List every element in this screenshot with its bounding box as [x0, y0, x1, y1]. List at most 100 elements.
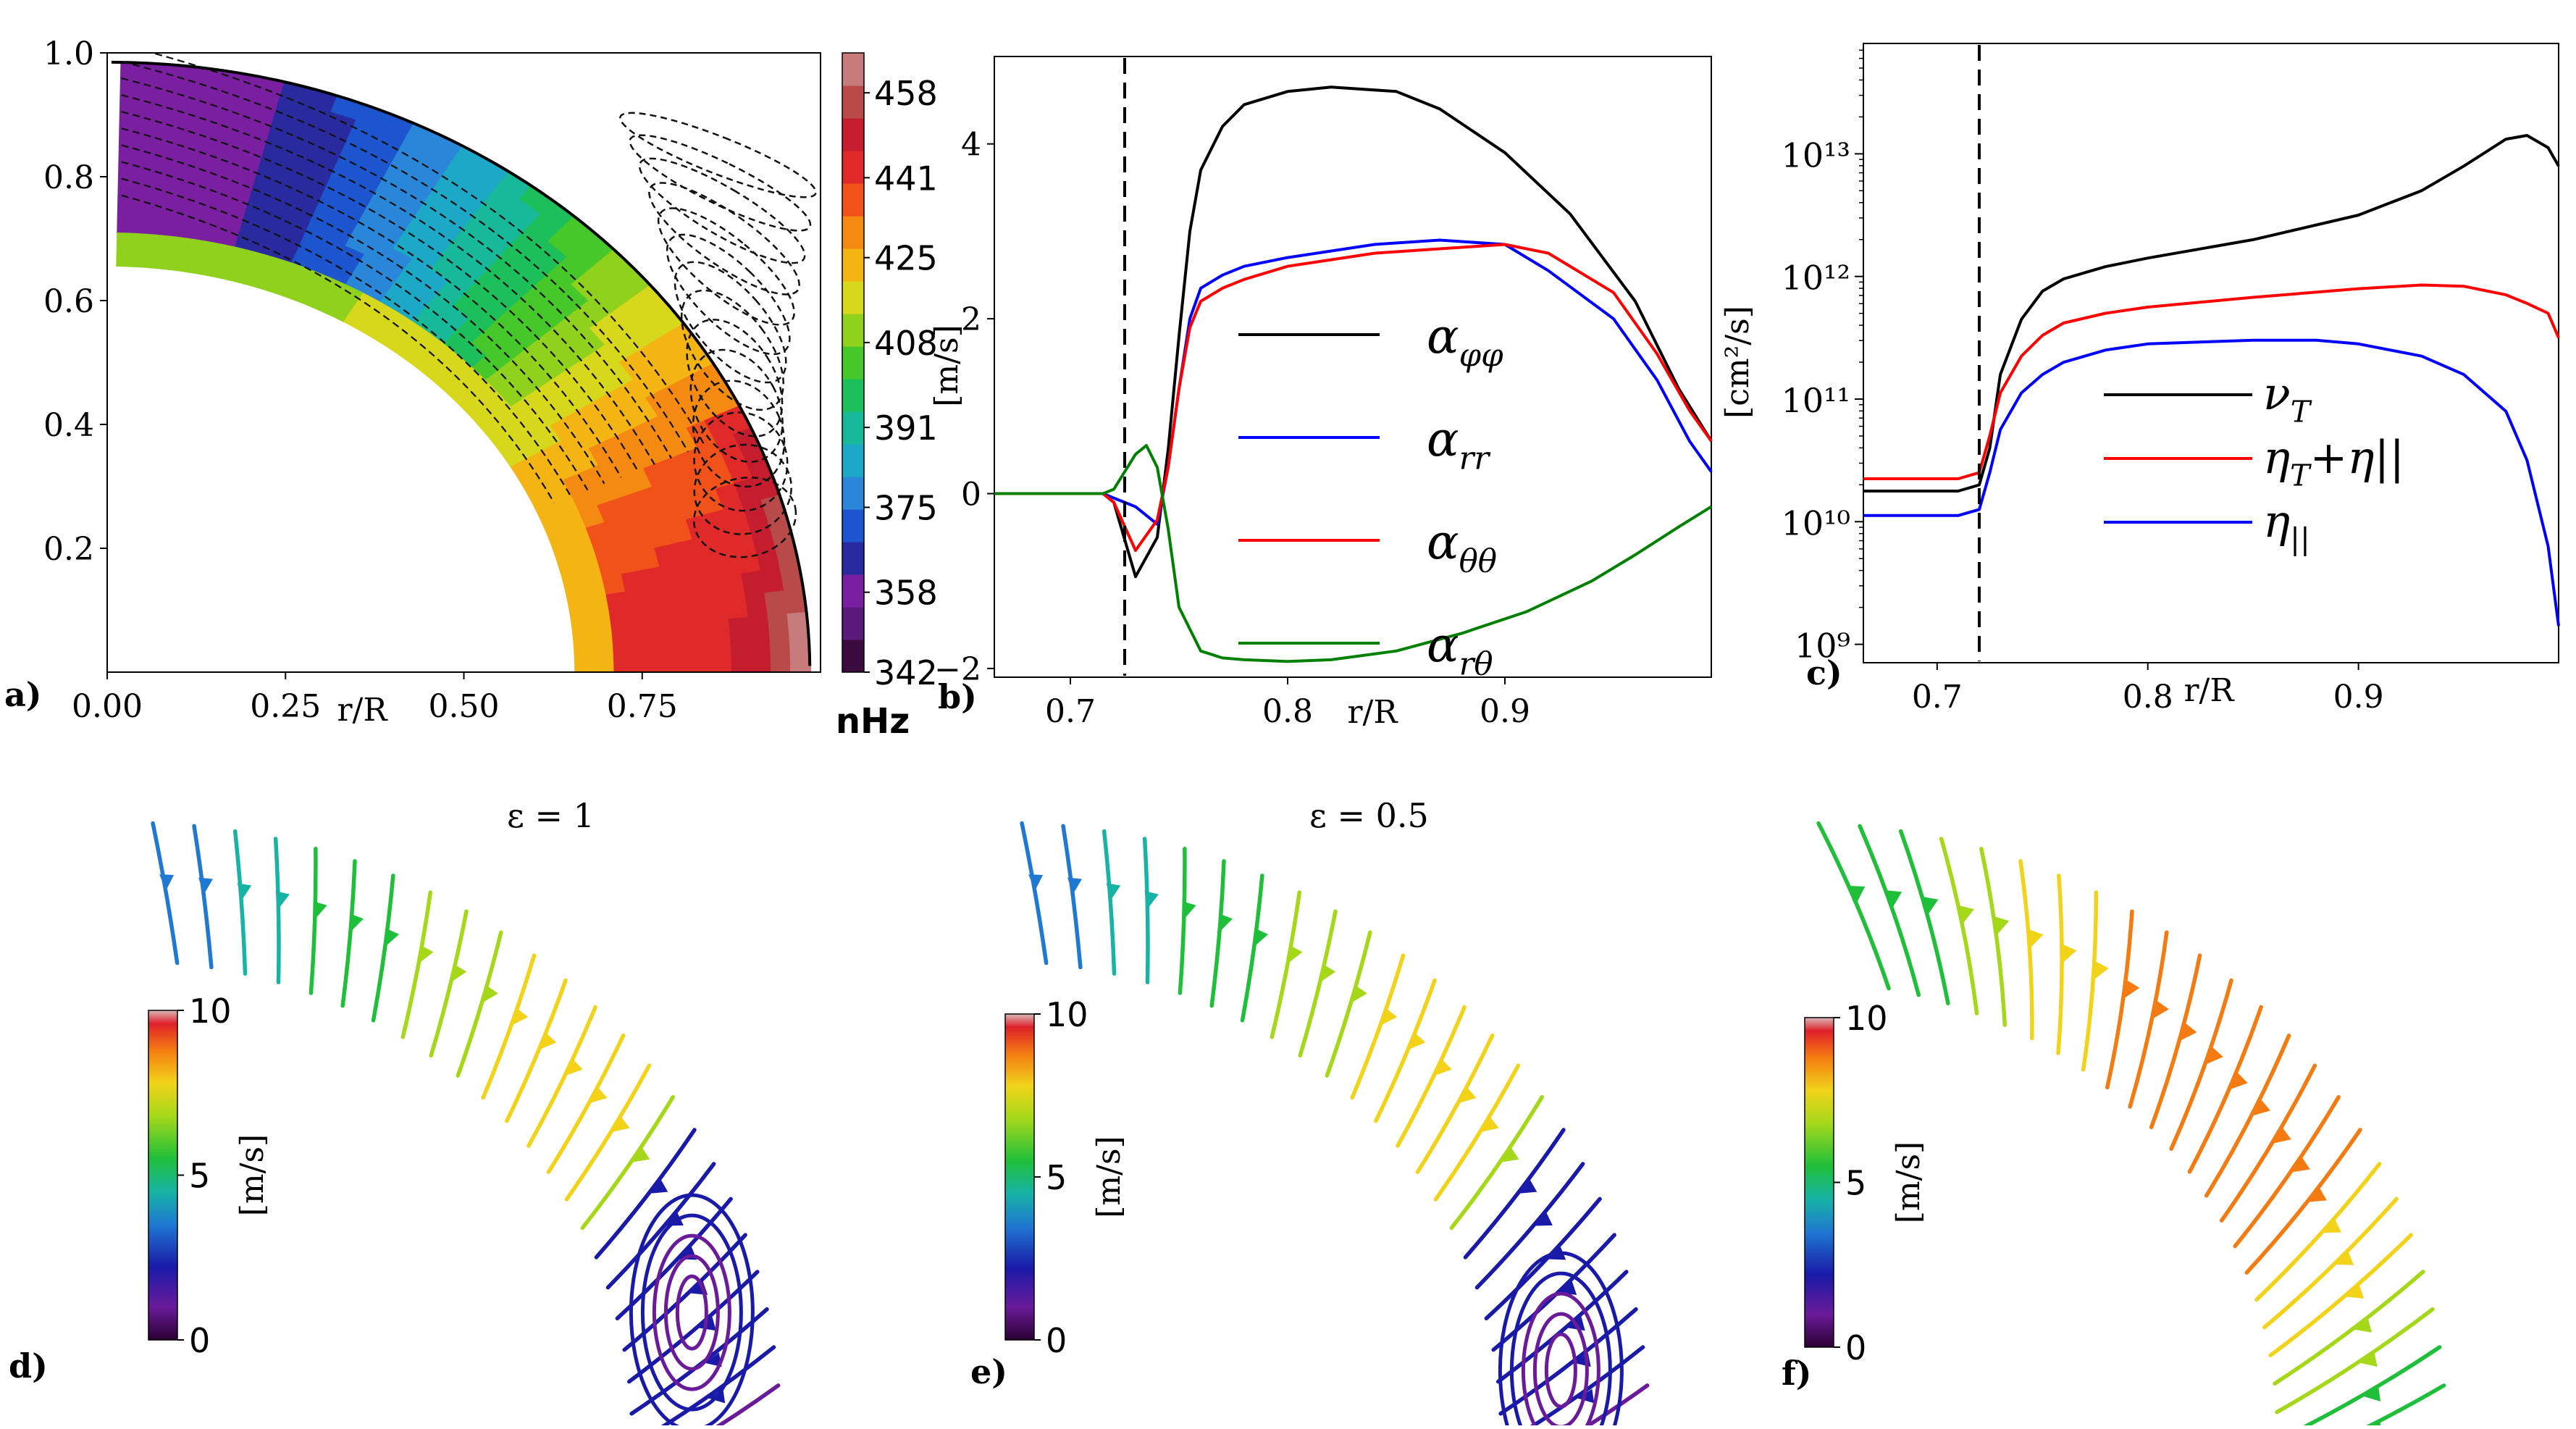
rotation-cell — [652, 643, 674, 663]
rotation-cell — [590, 611, 613, 631]
rotation-cell — [611, 627, 634, 647]
streamline — [2107, 911, 2132, 1087]
streamline — [343, 861, 355, 1006]
colorbar-segment — [842, 118, 864, 151]
streamline — [2084, 892, 2097, 1070]
velocity-colorbar — [148, 1010, 177, 1340]
streamline — [529, 1007, 595, 1146]
panel-e-label: e) — [970, 1352, 1007, 1391]
colorbar-label: [m/s] — [1091, 1136, 1128, 1218]
streamline — [1180, 849, 1185, 993]
panel-c-ylabel: [cm²/s] — [1719, 306, 1756, 419]
colorbar-segment — [842, 411, 864, 445]
rotation-cell — [135, 232, 158, 251]
colorbar-tick-label: 441 — [874, 159, 938, 198]
colorbar-tick-label: 5 — [1046, 1158, 1067, 1197]
rotation-cell — [137, 215, 160, 235]
streamline — [1901, 831, 1948, 1004]
rotation-cell — [710, 640, 732, 662]
series-line — [994, 445, 1711, 661]
flow-arrow — [1066, 878, 1082, 895]
streamline — [2058, 876, 2062, 1053]
streamline — [1981, 849, 2005, 1025]
panel-c-label: c) — [1806, 653, 1842, 692]
series-line — [994, 245, 1711, 551]
rotation-cell — [574, 647, 595, 665]
streamline — [1272, 892, 1299, 1037]
flow-arrow — [159, 874, 174, 891]
legend-label: ηT+η|| — [2263, 431, 2404, 493]
streamline — [1145, 839, 1148, 982]
series-line — [1863, 285, 2559, 479]
rotation-cell — [750, 638, 771, 662]
y-tick-label: 0.2 — [43, 531, 94, 568]
rotation-cell — [138, 198, 161, 217]
rotation-cell — [609, 609, 632, 629]
colorbar-label: [m/s] — [234, 1134, 271, 1216]
x-tick-label: 0.50 — [429, 688, 500, 725]
colorbar-segment — [842, 248, 864, 282]
series-line — [1863, 340, 2559, 627]
streamline — [1063, 826, 1081, 968]
colorbar-segment — [842, 509, 864, 542]
x-tick-label: 0.7 — [1912, 679, 1963, 716]
streamline — [194, 826, 211, 968]
vortex-loop — [666, 1256, 718, 1369]
rotation-cell — [671, 642, 693, 663]
colorbar-segment — [842, 151, 864, 184]
streamline — [1022, 824, 1046, 963]
streamline — [374, 876, 393, 1021]
panel-d-title: ε = 1 — [507, 796, 595, 835]
y-tick-label: 10¹³ — [1782, 135, 1850, 175]
velocity-colorbar — [1005, 1014, 1034, 1340]
flow-arrow — [309, 901, 327, 921]
streamline — [1417, 1036, 1492, 1172]
colorbar-segment — [842, 542, 864, 575]
series-line — [1863, 135, 2559, 491]
panel-c-frame — [1863, 43, 2559, 663]
flow-arrow — [1028, 874, 1043, 891]
colorbar-label: [m/s] — [1890, 1141, 1927, 1223]
panel-b-ylabel: [m/s] — [928, 324, 965, 406]
rotation-cell — [154, 233, 177, 253]
rotation-cell — [156, 217, 180, 237]
flow-arrow — [345, 913, 364, 934]
colorbar-tick-label: 10 — [1046, 995, 1088, 1034]
velocity-colorbar — [1805, 1018, 1834, 1347]
flow-arrow — [1283, 945, 1303, 966]
panel-d-label: d) — [9, 1346, 48, 1386]
streamline — [2130, 932, 2167, 1107]
colorbar-segment — [842, 379, 864, 412]
colorbar-tick-label: 0 — [1845, 1328, 1866, 1367]
y-tick-label: 10¹⁰ — [1782, 503, 1850, 542]
streamline — [2277, 1309, 2433, 1412]
x-tick-label: 0.9 — [2333, 679, 2384, 716]
colorbar-tick-label: 425 — [874, 239, 938, 278]
streamline — [1300, 911, 1335, 1055]
flow-arrow — [1214, 913, 1233, 934]
rotation-cell — [650, 624, 673, 645]
flow-arrow — [1141, 891, 1158, 910]
streamline — [403, 892, 430, 1037]
panel-a-xlabel: r/R — [337, 692, 389, 729]
rotation-cell — [592, 629, 614, 648]
series-line — [994, 240, 1711, 524]
y-tick-label: 0.8 — [43, 159, 94, 196]
rotation-cell — [135, 249, 156, 269]
contour-line — [629, 143, 816, 280]
streamline — [2277, 1347, 2439, 1425]
streamline — [311, 849, 316, 993]
colorbar-tick-label: 391 — [874, 408, 938, 448]
y-tick-label: 0.6 — [43, 283, 94, 320]
colorbar-segment — [842, 216, 864, 249]
y-tick-label: 1.0 — [43, 35, 94, 72]
panel-b-xlabel: r/R — [1348, 694, 1399, 731]
streamline — [2021, 861, 2032, 1039]
panel-b-label: b) — [938, 677, 977, 716]
rotation-cell — [593, 646, 615, 665]
